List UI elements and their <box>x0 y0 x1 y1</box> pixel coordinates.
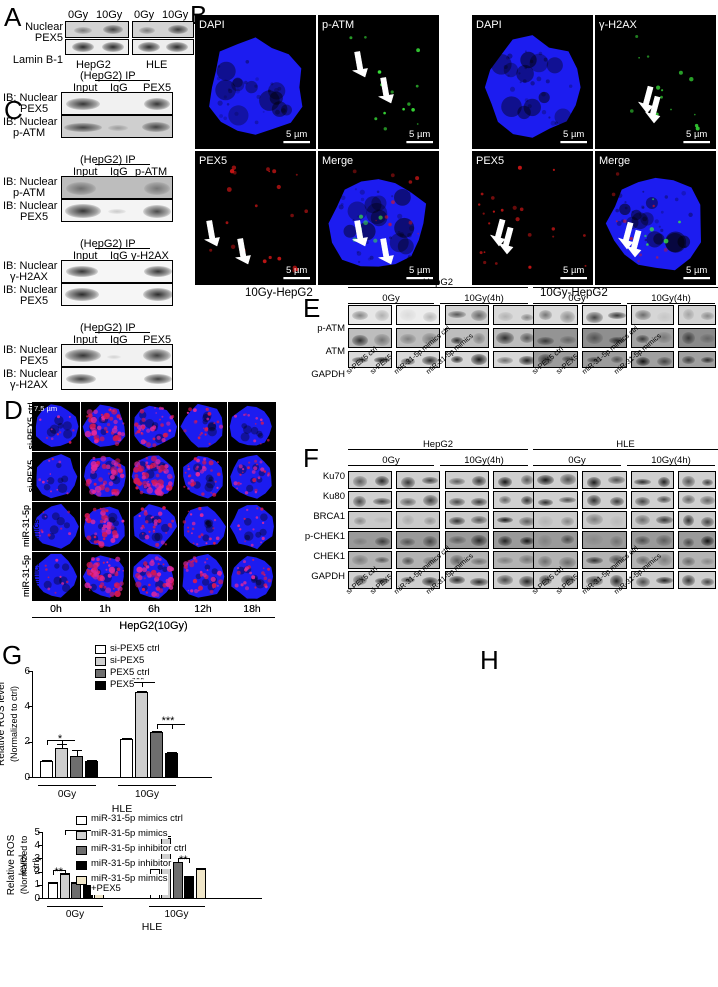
svg-text:γ-H2AX: γ-H2AX <box>599 19 638 31</box>
svg-text:Merge: Merge <box>322 155 353 167</box>
svg-text:Merge: Merge <box>599 155 630 167</box>
svg-text:PEX5: PEX5 <box>476 155 504 167</box>
svg-text:5 µm: 5 µm <box>563 129 584 140</box>
svg-text:5 µm: 5 µm <box>409 129 430 140</box>
svg-text:5 µm: 5 µm <box>286 265 307 276</box>
svg-text:DAPI: DAPI <box>476 19 502 31</box>
svg-text:5 µm: 5 µm <box>686 265 707 276</box>
svg-text:PEX5: PEX5 <box>199 155 227 167</box>
svg-text:DAPI: DAPI <box>199 19 225 31</box>
svg-text:p-ATM: p-ATM <box>322 19 354 31</box>
svg-text:5 µm: 5 µm <box>563 265 584 276</box>
svg-text:5 µm: 5 µm <box>409 265 430 276</box>
svg-text:5 µm: 5 µm <box>286 129 307 140</box>
svg-text:5 µm: 5 µm <box>686 129 707 140</box>
